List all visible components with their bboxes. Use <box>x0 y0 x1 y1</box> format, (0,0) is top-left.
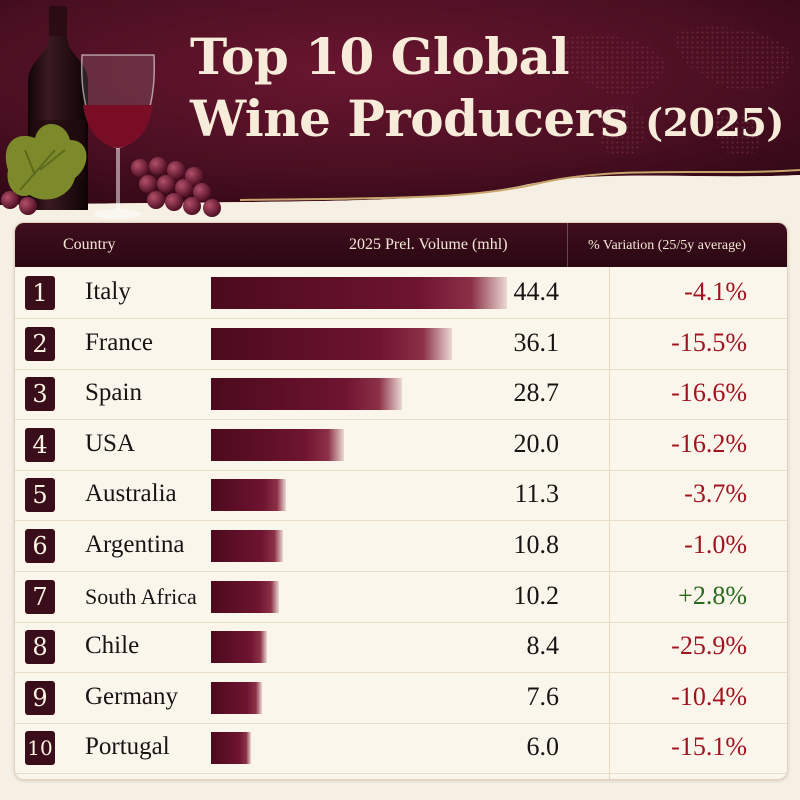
volume-bar <box>211 631 267 664</box>
variation-value: -3.7% <box>684 479 747 509</box>
rank-badge: 9 <box>25 680 55 715</box>
country-label: Chile <box>85 632 140 660</box>
volume-value: 28.7 <box>513 378 560 408</box>
variation-value: -15.5% <box>671 327 747 357</box>
column-header-variation: % Variation (25/5y average) <box>588 238 746 253</box>
volume-bar <box>211 530 283 562</box>
rank-badge: 3 <box>25 377 55 412</box>
volume-bar <box>211 580 279 613</box>
volume-value: 11.3 <box>514 479 559 509</box>
wine-glass-icon <box>80 54 156 219</box>
chart-title: Top 10 Global Wine Producers (2025) <box>190 26 790 154</box>
volume-value: 44.4 <box>513 277 560 306</box>
title-year: (2025) <box>645 100 784 145</box>
header-banner: Top 10 Global Wine Producers (2025) <box>0 0 800 225</box>
volume-value: 7.6 <box>526 681 560 711</box>
variation-value: +2.8% <box>678 580 747 610</box>
volume-bar <box>211 428 345 461</box>
country-label: Italy <box>85 278 131 305</box>
rank-badge: 5 <box>25 478 55 513</box>
country-label: South Africa <box>85 583 197 609</box>
table-row: 5 Australia 11.3 -3.7% <box>15 470 787 522</box>
table-row: 1 Italy 44.4 -4.1% <box>15 268 787 319</box>
country-label: Spain <box>85 379 142 407</box>
world-map-icon <box>552 26 793 158</box>
title-line-2: Wine Producers (2025) <box>190 88 790 154</box>
grape-leaf-icon <box>5 123 87 200</box>
column-header-volume: 2025 Prel. Volume (mhl) <box>349 236 508 253</box>
variation-value: -15.1% <box>671 732 747 762</box>
rank-badge: 7 <box>25 579 55 614</box>
rank-badge: 10 <box>25 731 55 766</box>
volume-bar <box>211 479 287 512</box>
table-row: 2 France 36.1 -15.5% <box>15 319 787 370</box>
country-label: Portugal <box>85 733 170 761</box>
volume-value: 20.0 <box>513 428 560 458</box>
variation-value: -10.4% <box>671 681 747 711</box>
rank-badge: 4 <box>25 427 55 462</box>
grapes-icon <box>1 157 221 217</box>
table-row: 9 Germany 7.6 -10.4% <box>15 673 787 724</box>
country-label: USA <box>85 429 136 457</box>
header-divider <box>567 223 568 267</box>
volume-bar <box>211 277 507 309</box>
volume-bar <box>211 681 262 714</box>
rank-badge: 6 <box>25 529 55 563</box>
table-row: 8 Chile 8.4 -25.9% <box>15 622 787 674</box>
variation-value: -1.0% <box>684 530 747 559</box>
table-row: 3 Spain 28.7 -16.6% <box>15 369 787 421</box>
table-row: 4 USA 20.0 -16.2% <box>15 420 787 471</box>
variation-value: -16.6% <box>671 378 747 408</box>
volume-value: 10.8 <box>513 530 560 559</box>
column-header-country: Country <box>63 236 116 253</box>
title-line-1: Top 10 Global <box>190 27 570 86</box>
country-label: Germany <box>85 682 179 710</box>
variation-value: -25.9% <box>671 631 747 661</box>
table-row: 6 Argentina 10.8 -1.0% <box>15 521 787 572</box>
variation-value: -16.2% <box>671 428 747 458</box>
country-label: Argentina <box>85 531 185 558</box>
producers-table: Country 2025 Prel. Volume (mhl) % Variat… <box>14 222 788 780</box>
title-line-2-text: Wine Producers <box>190 89 629 148</box>
rank-badge: 1 <box>25 276 55 310</box>
table-header: Country 2025 Prel. Volume (mhl) % Variat… <box>15 223 787 267</box>
volume-bar <box>211 378 403 411</box>
variation-value: -4.1% <box>684 277 747 306</box>
rank-badge: 8 <box>25 630 55 665</box>
table-row: 10 Portugal 6.0 -15.1% <box>15 723 787 775</box>
volume-bar <box>211 327 452 360</box>
volume-value: 10.2 <box>513 580 560 610</box>
rank-badge: 2 <box>25 326 55 361</box>
header-background <box>0 0 800 225</box>
volume-value: 6.0 <box>526 732 560 762</box>
country-label: France <box>85 328 154 356</box>
volume-bar <box>211 732 251 765</box>
column-divider <box>609 267 610 779</box>
volume-value: 36.1 <box>513 327 560 357</box>
volume-value: 8.4 <box>526 631 560 661</box>
country-label: Australia <box>85 480 177 508</box>
table-row: 7 South Africa 10.2 +2.8% <box>15 572 787 623</box>
